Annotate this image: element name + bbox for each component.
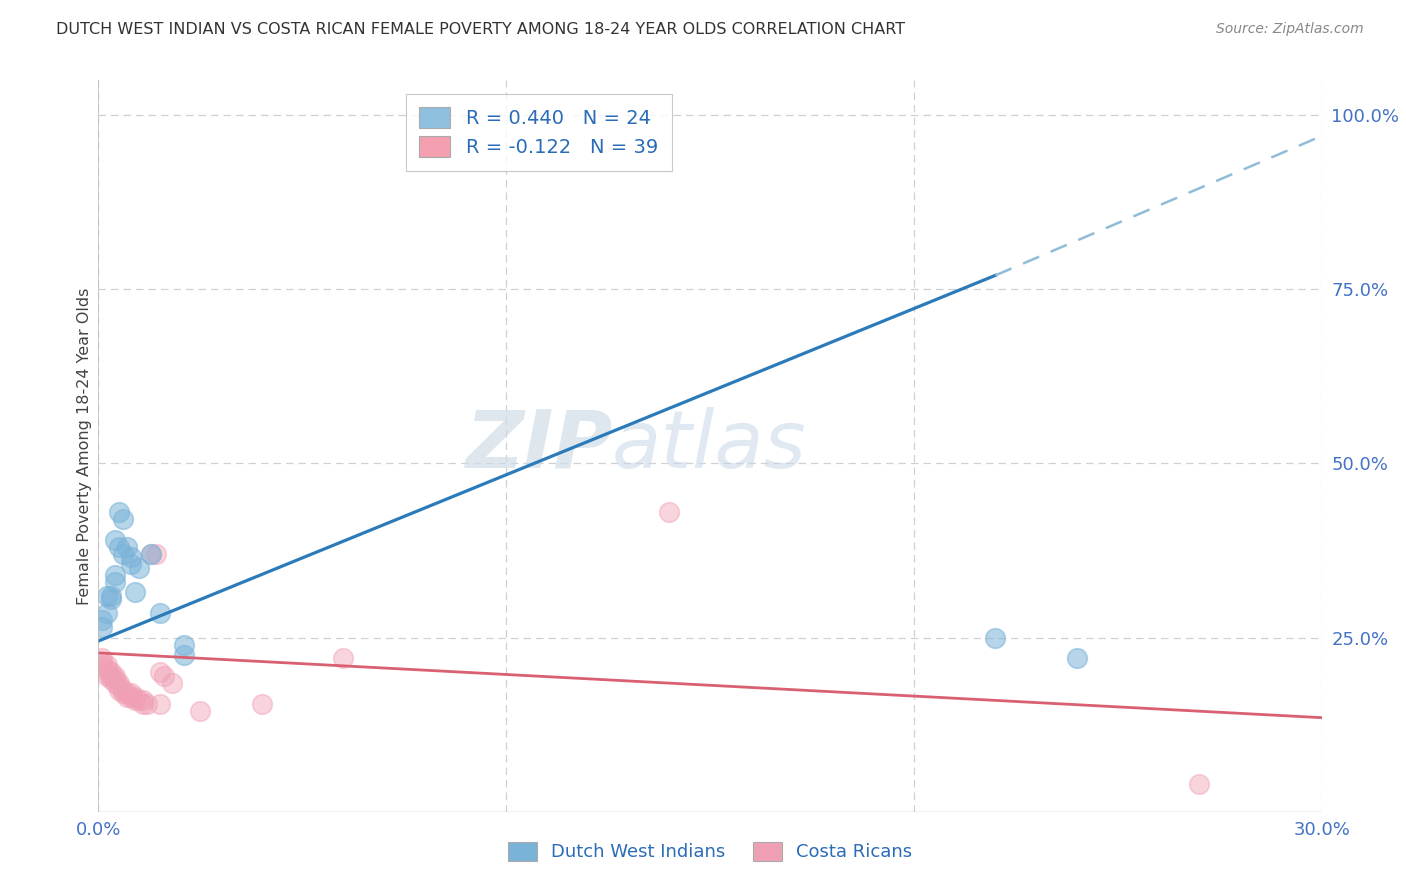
Point <box>128 561 150 575</box>
Point <box>108 505 131 519</box>
Point <box>100 592 122 607</box>
Point <box>658 505 681 519</box>
Text: Source: ZipAtlas.com: Source: ZipAtlas.com <box>1216 22 1364 37</box>
Point <box>250 697 273 711</box>
Point <box>1066 651 1088 665</box>
Point <box>120 558 142 572</box>
Point <box>91 613 114 627</box>
Point <box>115 690 138 704</box>
Point <box>173 648 195 662</box>
Point <box>136 697 159 711</box>
Point <box>173 638 195 652</box>
Point <box>145 547 167 561</box>
Point <box>104 567 127 582</box>
Point <box>91 655 114 669</box>
Point <box>1188 777 1211 791</box>
Point <box>984 631 1007 645</box>
Text: ZIP: ZIP <box>465 407 612 485</box>
Point <box>115 540 138 554</box>
Point <box>149 665 172 680</box>
Point <box>160 676 183 690</box>
Point <box>108 676 131 690</box>
Point <box>149 606 172 620</box>
Point <box>124 585 146 599</box>
Point <box>104 533 127 547</box>
Point <box>104 676 127 690</box>
Point <box>111 512 134 526</box>
Point <box>100 673 122 687</box>
Text: atlas: atlas <box>612 407 807 485</box>
Point <box>128 693 150 707</box>
Point <box>100 589 122 603</box>
Point <box>100 669 122 683</box>
Point <box>141 547 163 561</box>
Point <box>104 673 127 687</box>
Point <box>132 697 155 711</box>
Point <box>104 669 127 683</box>
Point <box>124 690 146 704</box>
Y-axis label: Female Poverty Among 18-24 Year Olds: Female Poverty Among 18-24 Year Olds <box>77 287 91 605</box>
Point <box>120 550 142 565</box>
Point <box>91 620 114 634</box>
Point <box>96 658 118 673</box>
Point <box>132 693 155 707</box>
Point <box>111 686 134 700</box>
Point <box>96 606 118 620</box>
Point <box>120 686 142 700</box>
Point <box>111 682 134 697</box>
Point <box>332 651 354 665</box>
Point <box>120 690 142 704</box>
Point <box>96 589 118 603</box>
Point <box>96 662 118 676</box>
Point <box>91 658 114 673</box>
Point <box>141 547 163 561</box>
Point <box>152 669 174 683</box>
Point <box>96 665 118 680</box>
Point <box>96 669 118 683</box>
Point <box>124 693 146 707</box>
Point <box>91 651 114 665</box>
Point <box>188 704 212 718</box>
Point <box>104 574 127 589</box>
Point <box>100 665 122 680</box>
Point <box>111 547 134 561</box>
Point <box>108 682 131 697</box>
Point <box>108 540 131 554</box>
Point <box>108 679 131 693</box>
Text: DUTCH WEST INDIAN VS COSTA RICAN FEMALE POVERTY AMONG 18-24 YEAR OLDS CORRELATIO: DUTCH WEST INDIAN VS COSTA RICAN FEMALE … <box>56 22 905 37</box>
Point <box>149 697 172 711</box>
Legend: Dutch West Indians, Costa Ricans: Dutch West Indians, Costa Ricans <box>494 827 927 876</box>
Point <box>115 686 138 700</box>
